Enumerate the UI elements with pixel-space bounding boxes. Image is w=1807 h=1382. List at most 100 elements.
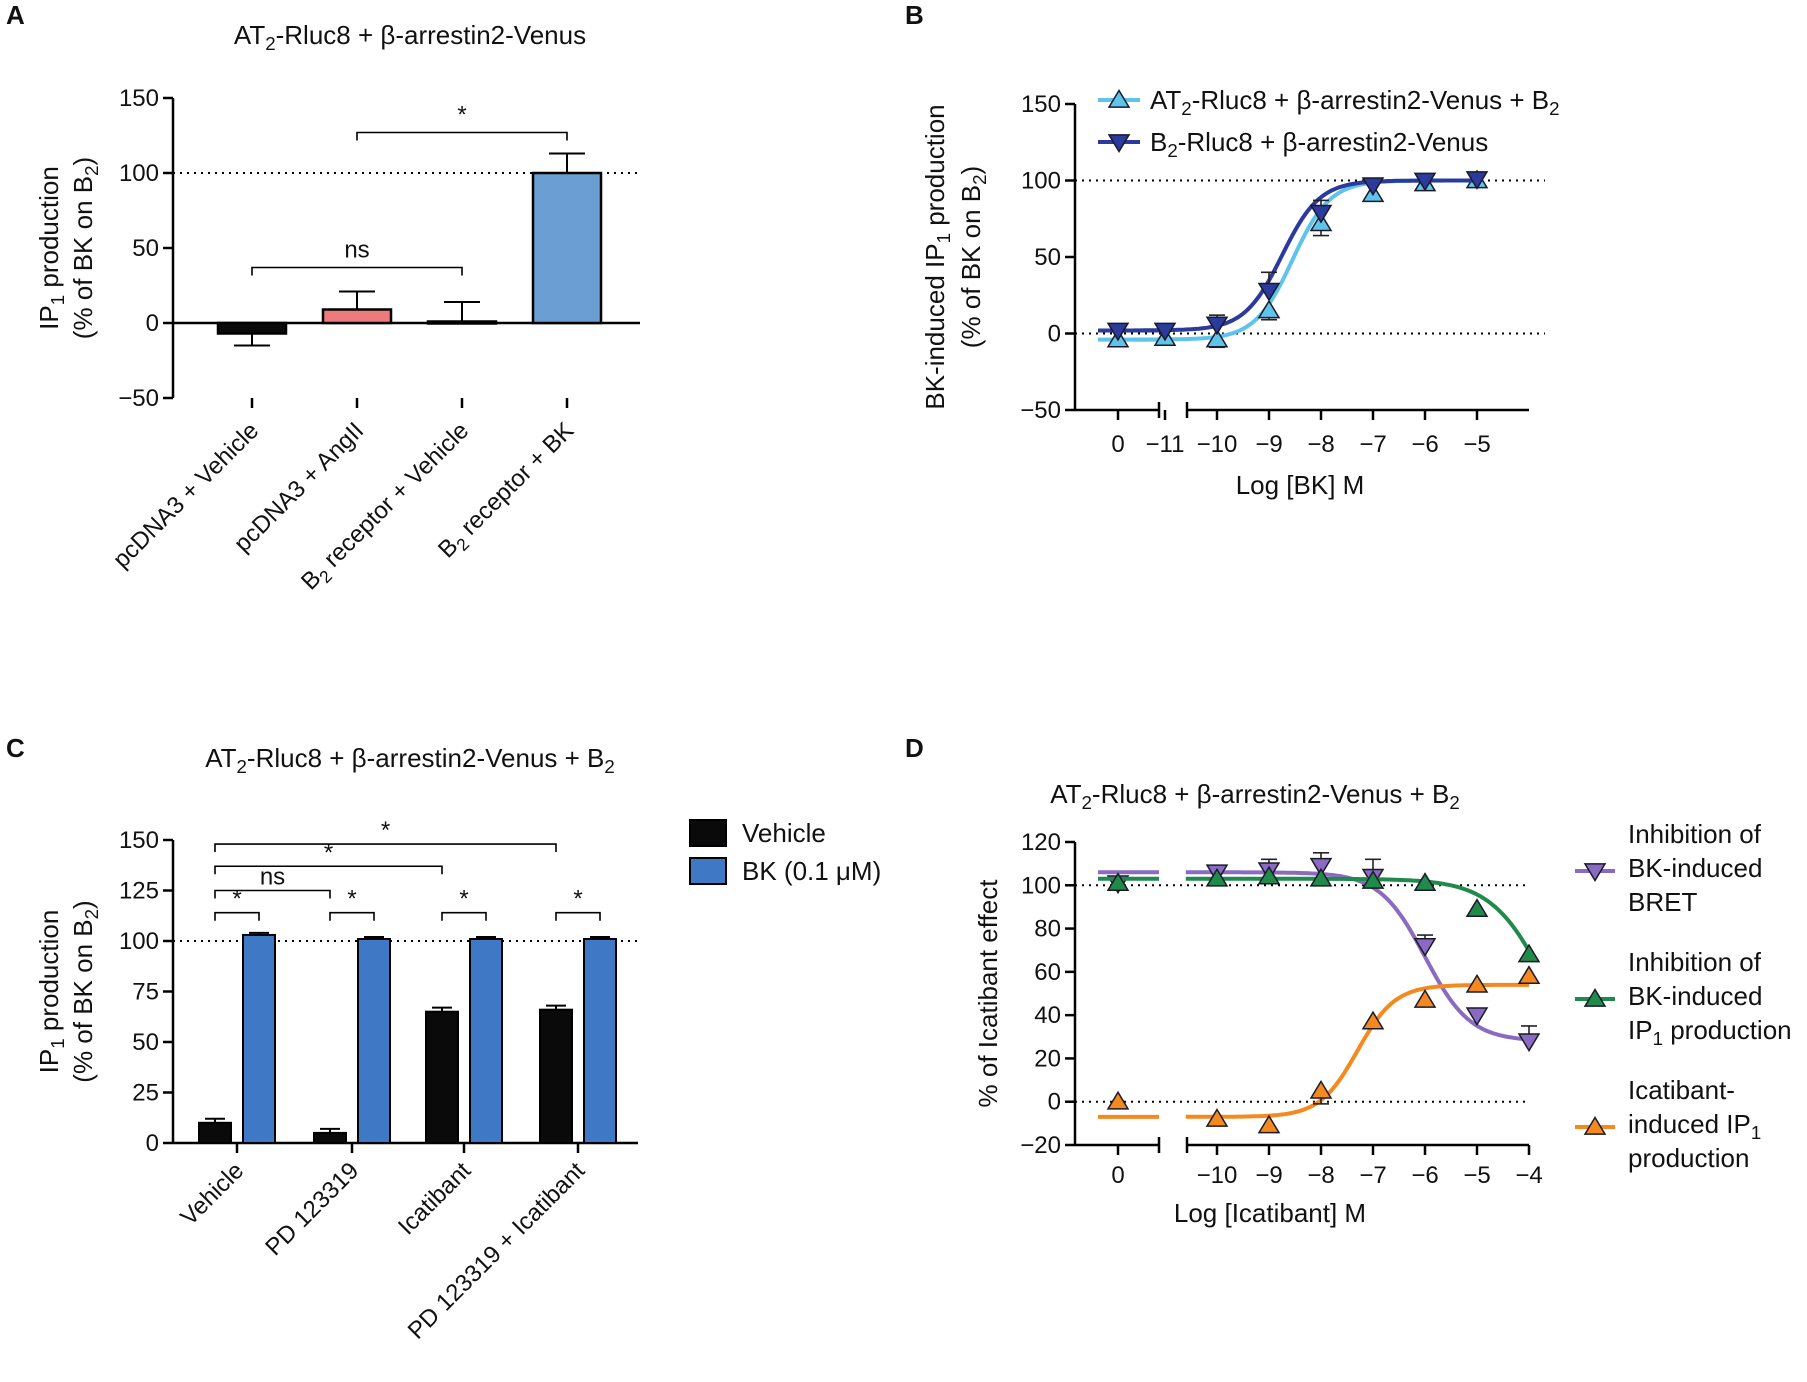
panel-d-series-2-point (1517, 943, 1541, 963)
panel-c-title: AT2-Rluc8 + β-arrestin2-Venus + B2 (205, 743, 615, 777)
panel-d-series-3-point (1465, 973, 1489, 993)
panel-b-x-tick-label: −6 (1411, 431, 1438, 458)
panel-d-y-tick-label: 0 (1048, 1089, 1061, 1116)
panel-a-ylabel-1: IP1 production (34, 166, 68, 330)
panel-d-series-3-point (1413, 989, 1437, 1008)
panel-b-y-tick-label: 0 (1048, 321, 1061, 348)
panel-a-bar-chart: AT2-Rluc8 + β-arrestin2-Venus IP1 product… (34, 20, 640, 595)
panel-d-y-tick-label: 60 (1034, 959, 1061, 986)
panel-d-x-tick-label: −8 (1307, 1162, 1334, 1189)
panel-d-x-tick-label: −9 (1255, 1162, 1282, 1189)
panel-b-x-tick-label: −7 (1359, 431, 1386, 458)
panel-b-series-2-point (1465, 171, 1489, 190)
panel-c-significance-bracket (214, 865, 443, 875)
panel-a-y-tick-label: 150 (119, 85, 159, 112)
panel-d-series-2-legend-label: IP1 production (1628, 1015, 1792, 1049)
panel-d-series-1-point (1309, 857, 1333, 877)
panel-d-series-2-point (1465, 898, 1489, 917)
panel-d-series-2-point (1413, 872, 1437, 891)
panel-b-series-2-point (1205, 316, 1229, 336)
panel-d-series-3-legend-label: production (1628, 1143, 1749, 1173)
panel-d-x-tick-label: −6 (1411, 1162, 1438, 1189)
panel-d-x-tick-label: −4 (1515, 1162, 1542, 1189)
panel-b-series-2-point (1257, 282, 1281, 302)
panel-c-bar (242, 933, 276, 1144)
panel-a-bar (426, 320, 498, 325)
panel-c-grouped-bar-chart: AT2-Rluc8 + β-arrestin2-Venus + B2 IP1 pr… (34, 743, 881, 1345)
panel-b-x-tick-label: −9 (1255, 431, 1282, 458)
panel-d-series-3-legend-label: Icatibant- (1628, 1075, 1735, 1105)
panel-c-significance-bracket (214, 911, 260, 921)
panel-a-ylabel-2: (% of BK on B2) (68, 157, 102, 339)
panel-b-series-2-point (1153, 322, 1177, 342)
panel-a-bar (216, 321, 288, 335)
panel-c-legend-swatch (689, 819, 727, 847)
panel-d-y-tick-label: 120 (1021, 829, 1061, 856)
panel-d-x-tick-label: −10 (1197, 1162, 1238, 1189)
panel-d-y-tick-label: 100 (1021, 872, 1061, 899)
panel-c-legend-label: BK (0.1 μM) (742, 856, 881, 886)
panel-d-series-2-point (1361, 870, 1385, 889)
panel-a-significance-bracket (356, 131, 568, 141)
panel-a-y-tick-label: −50 (118, 385, 159, 412)
panel-d-dose-response-chart: AT2-Rluc8 + β-arrestin2-Venus + B2 % of I… (973, 779, 1792, 1228)
panel-c-bar (198, 1121, 232, 1145)
panel-a-significance-label: * (457, 102, 466, 129)
panel-d-series-3-point (1309, 1079, 1333, 1099)
panel-c-y-tick-label: 75 (132, 979, 159, 1006)
panel-c-y-tick-label: 125 (119, 878, 159, 905)
panel-a-y-tick-label: 0 (146, 310, 159, 337)
panel-c-significance-label: * (459, 886, 468, 913)
panel-b-series-2-fit-curve (1133, 178, 1477, 333)
panel-b-y-tick-label: −50 (1020, 397, 1061, 424)
panel-d-x-tick-label: 0 (1111, 1162, 1124, 1189)
panel-letter-a: A (6, 0, 25, 30)
panel-a-significance-bracket (251, 266, 463, 276)
panel-c-y-tick-label: 50 (132, 1029, 159, 1056)
panel-c-bar (313, 1131, 347, 1145)
panel-a-significance-label: ns (344, 237, 369, 264)
panel-d-series-1-point (1413, 938, 1437, 957)
panel-c-significance-label: ns (260, 864, 285, 891)
panel-c-bar (469, 937, 503, 1144)
panel-c-y-tick-label: 25 (132, 1080, 159, 1107)
panel-d-series-2-point-zero (1106, 872, 1130, 891)
panel-d-series-2-legend-label: Inhibition of (1628, 947, 1762, 977)
panel-b-y-tick-label: 50 (1034, 244, 1061, 271)
panel-letter-d: D (905, 733, 924, 763)
panel-c-significance-bracket (555, 911, 601, 921)
panel-d-series-3-point (1205, 1108, 1229, 1127)
panel-b-x-tick-label: −8 (1307, 431, 1334, 458)
panel-d-series-1-point (1517, 1033, 1541, 1053)
panel-d-y-axis-label: % of Icatibant effect (973, 879, 1003, 1108)
panel-b-series-2-point (1413, 172, 1437, 192)
panel-b-x-axis-label: Log [BK] M (1236, 470, 1365, 500)
panel-d-series-1-legend-marker (1583, 863, 1607, 882)
panel-d-y-tick-label: 80 (1034, 916, 1061, 943)
panel-c-significance-label: * (232, 886, 241, 913)
panel-d-series-3-legend-marker (1583, 1116, 1607, 1135)
panel-b-series-1-fit-curve (1133, 178, 1477, 342)
panel-c-category-label: Vehicle (175, 1157, 249, 1231)
panel-d-series-2-fit-curve (1185, 876, 1531, 953)
panel-b-series-1-point (1205, 328, 1229, 348)
panel-c-significance-label: * (324, 839, 333, 866)
panel-d-series-3-point (1257, 1114, 1281, 1134)
panel-c-significance-label: * (347, 886, 356, 913)
panel-c-significance-label: * (381, 817, 390, 844)
panel-b-series-2-point (1309, 204, 1333, 224)
panel-d-series-3-point-zero (1106, 1090, 1130, 1110)
panel-c-y-tick-label: 150 (119, 827, 159, 854)
panel-b-y-tick-label: 100 (1021, 168, 1061, 195)
panel-c-legend-swatch (689, 857, 727, 885)
panel-c-category-label: Icatibant (393, 1157, 476, 1240)
panel-b-series-2-legend-marker (1107, 134, 1131, 153)
panel-letter-b: B (905, 0, 924, 30)
panel-letter-c: C (6, 733, 25, 763)
panel-a-bar (531, 171, 603, 325)
panel-b-x-tick-label: −10 (1197, 431, 1238, 458)
panel-d-series-3-fit-curve (1185, 982, 1529, 1119)
panel-b-series-1-point (1257, 299, 1281, 319)
panel-b-series-2-point-zero (1106, 322, 1130, 342)
panel-d-y-tick-label: −20 (1020, 1132, 1061, 1159)
